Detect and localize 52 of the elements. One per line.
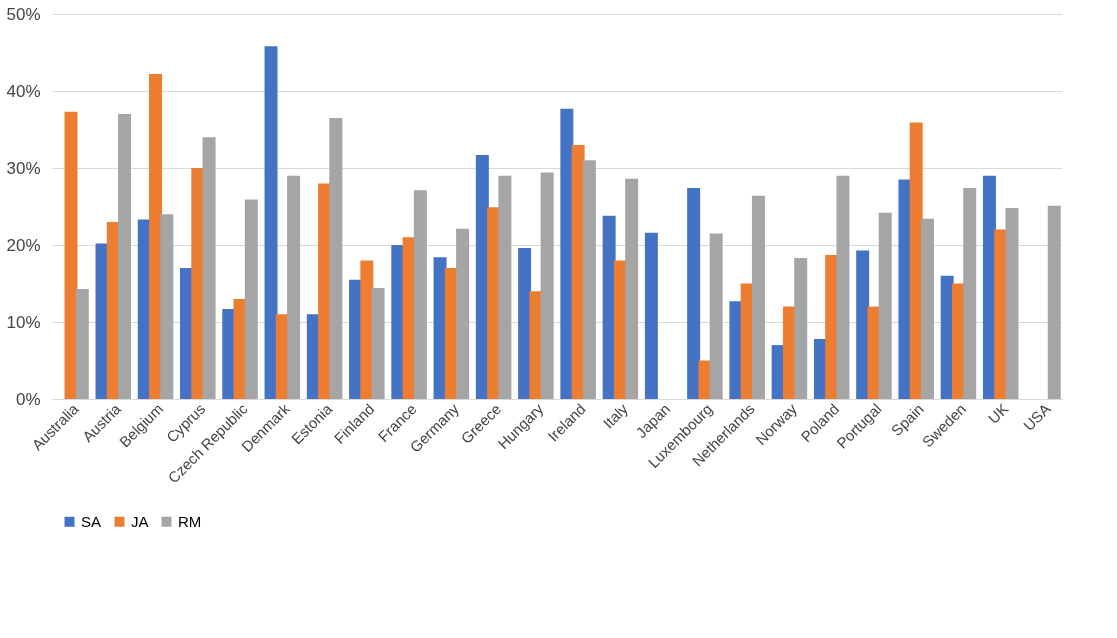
bar — [498, 175, 512, 399]
bar — [191, 168, 205, 399]
y-tick-label: 30% — [6, 158, 41, 178]
bar — [329, 117, 343, 399]
bar — [391, 245, 405, 399]
bar — [64, 111, 78, 399]
bar — [456, 228, 470, 399]
bar — [1005, 208, 1019, 399]
y-tick-label: 20% — [6, 235, 41, 255]
bar — [540, 172, 554, 399]
bar — [222, 308, 236, 399]
bar — [751, 195, 765, 399]
legend-label: SA — [81, 512, 102, 530]
bar — [582, 160, 596, 399]
bar — [160, 214, 174, 399]
bar — [687, 188, 701, 399]
bar — [529, 291, 543, 399]
bar — [729, 301, 743, 399]
y-tick-label: 0% — [15, 389, 41, 409]
bar — [963, 188, 977, 399]
bar — [709, 233, 723, 399]
bar — [413, 190, 427, 399]
bar — [287, 175, 301, 399]
bar — [75, 288, 89, 399]
bar — [149, 74, 163, 399]
bar — [898, 179, 912, 399]
bar — [360, 260, 374, 399]
bar — [371, 288, 385, 399]
y-tick-label: 50% — [6, 4, 41, 24]
bar — [244, 199, 258, 399]
bar — [118, 114, 132, 399]
bar — [909, 122, 923, 399]
x-tick-label: Italy — [599, 399, 632, 432]
bar — [625, 178, 639, 399]
y-tick-label: 40% — [6, 81, 41, 101]
bar — [202, 137, 216, 399]
y-tick-label: 10% — [6, 312, 41, 332]
bar — [920, 218, 934, 399]
bar — [698, 360, 712, 399]
bar — [560, 108, 574, 399]
x-tick-label: UK — [984, 400, 1012, 427]
x-tick-label: USA — [1019, 400, 1054, 434]
bar — [878, 212, 892, 399]
bar — [264, 46, 278, 399]
legend-label: JA — [131, 512, 149, 530]
legend-label: RM — [178, 512, 202, 530]
bar — [1047, 205, 1061, 399]
bar — [856, 250, 870, 399]
bar — [644, 232, 658, 399]
bar — [867, 306, 881, 399]
bar — [794, 258, 808, 399]
bar — [836, 175, 850, 399]
